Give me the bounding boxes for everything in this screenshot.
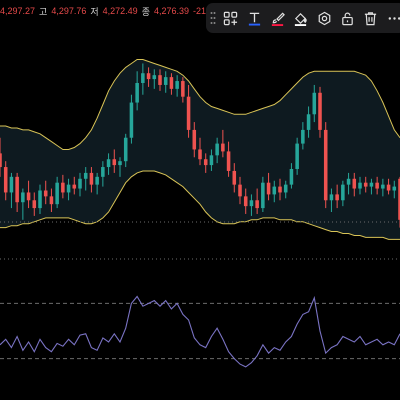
rsi-line [0,295,400,368]
candle [272,180,277,203]
candle [329,188,334,212]
candle [318,86,322,138]
candle [21,188,25,220]
candle [0,137,2,177]
candle [323,122,328,209]
candle [243,188,248,214]
candle [375,176,379,195]
candle [352,172,357,197]
candle [346,172,351,195]
candle [169,73,174,95]
candle [283,180,288,199]
change-value: -21.9 [193,6,214,16]
candle [209,149,214,171]
candle [215,137,219,164]
candle [289,163,294,189]
high-label: 고 [39,6,48,17]
candle [301,122,305,150]
candle [141,63,145,95]
close-label: 종 [141,6,150,17]
brush-icon[interactable] [266,3,289,33]
rsi-indicator [0,295,400,368]
candle [261,176,265,212]
candle [181,77,185,103]
candle [306,106,311,138]
candle [255,188,259,214]
candle [392,180,397,199]
candle [152,69,157,89]
candle [66,178,71,201]
candle [186,84,191,138]
drag-handle-icon[interactable] [206,3,219,33]
candle [72,176,77,195]
candle [15,172,19,212]
candle [26,180,31,209]
candle [335,184,339,209]
candle [129,94,134,144]
candle [123,133,128,168]
candle [312,84,317,123]
candle [163,71,168,93]
candle [55,176,59,209]
candle [398,176,400,228]
high-value: 4,297.76 [51,6,87,16]
candle [83,167,88,191]
candle [49,188,54,212]
candle [203,153,208,173]
candle [369,178,374,195]
candle [295,137,299,175]
low-value: 4,272.49 [102,6,138,16]
candle [358,176,362,195]
candle [381,178,385,197]
candle [118,157,122,177]
candle [175,75,179,97]
candle [89,167,94,193]
candle [38,184,42,214]
candle [3,161,8,201]
color-fill-icon[interactable] [289,3,312,33]
candlesticks [0,63,400,228]
candle [386,178,391,195]
bollinger-lower-line [0,170,400,240]
candle [266,172,271,201]
candle [135,71,139,111]
drawing-toolbar [206,3,400,33]
candle [106,153,111,175]
candle [158,69,162,91]
candle [221,129,225,158]
ohlc-legend: 4,297.27 고 4,297.76 저 4,272.49 종 4,276.3… [0,4,214,18]
candle [112,149,117,173]
lock-icon[interactable] [336,3,359,33]
more-icon[interactable] [383,3,400,33]
candle [101,161,105,187]
candle [341,180,345,207]
close-value: 4,276.39 [153,6,190,16]
candle [78,172,82,197]
candle [43,180,48,205]
candle [95,172,99,195]
candle [9,172,14,209]
candle [198,137,202,166]
candle [232,163,237,193]
candle [278,178,282,201]
candle [363,176,368,193]
candle [238,176,242,205]
candle [249,194,254,216]
trash-icon[interactable] [359,3,382,33]
object-tree-icon[interactable] [219,3,242,33]
candle [226,141,231,177]
low-label: 저 [90,6,99,17]
candle [61,174,65,199]
candle [146,67,151,87]
open-value: 4,297.27 [0,6,36,16]
candle [32,192,37,216]
settings-gear-icon[interactable] [313,3,336,33]
candle [192,122,197,158]
bollinger-upper-line [0,59,400,150]
text-tool-icon[interactable] [242,3,265,33]
